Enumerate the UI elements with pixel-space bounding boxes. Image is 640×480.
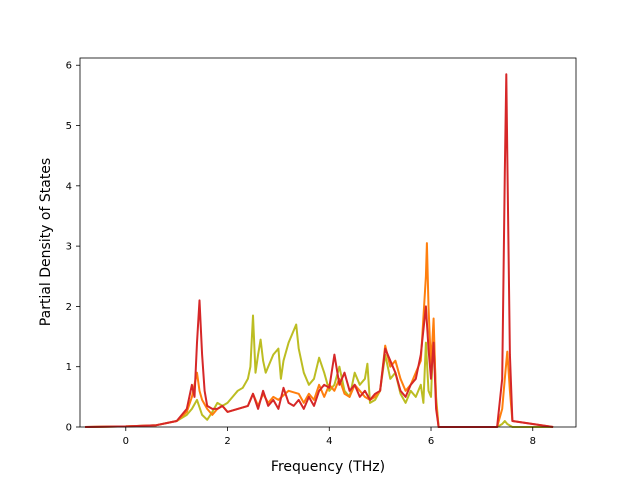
series-layer [85, 73, 554, 428]
x-axis: 0 2 4 6 8 [123, 427, 536, 447]
x-tick-label: 4 [326, 436, 332, 447]
x-tick-label: 0 [123, 436, 129, 447]
y-axis: 0 1 2 3 4 5 6 [66, 61, 80, 434]
series-line-1 [85, 314, 554, 428]
y-tick-label: 1 [66, 362, 72, 373]
x-axis-label: Frequency (THz) [271, 459, 385, 475]
y-tick-label: 2 [66, 302, 72, 313]
plot-frame [79, 57, 577, 428]
x-tick-label: 2 [224, 436, 230, 447]
series-line-3 [85, 73, 554, 428]
y-tick-label: 3 [66, 242, 72, 253]
y-tick-label: 4 [66, 181, 72, 192]
x-tick-label: 6 [428, 436, 434, 447]
series-line-2 [85, 242, 554, 428]
y-tick-label: 5 [66, 121, 72, 132]
x-tick-label: 8 [530, 436, 536, 447]
y-axis-label: Partial Density of States [38, 158, 54, 326]
y-tick-label: 0 [66, 423, 72, 434]
y-tick-label: 6 [66, 61, 72, 72]
